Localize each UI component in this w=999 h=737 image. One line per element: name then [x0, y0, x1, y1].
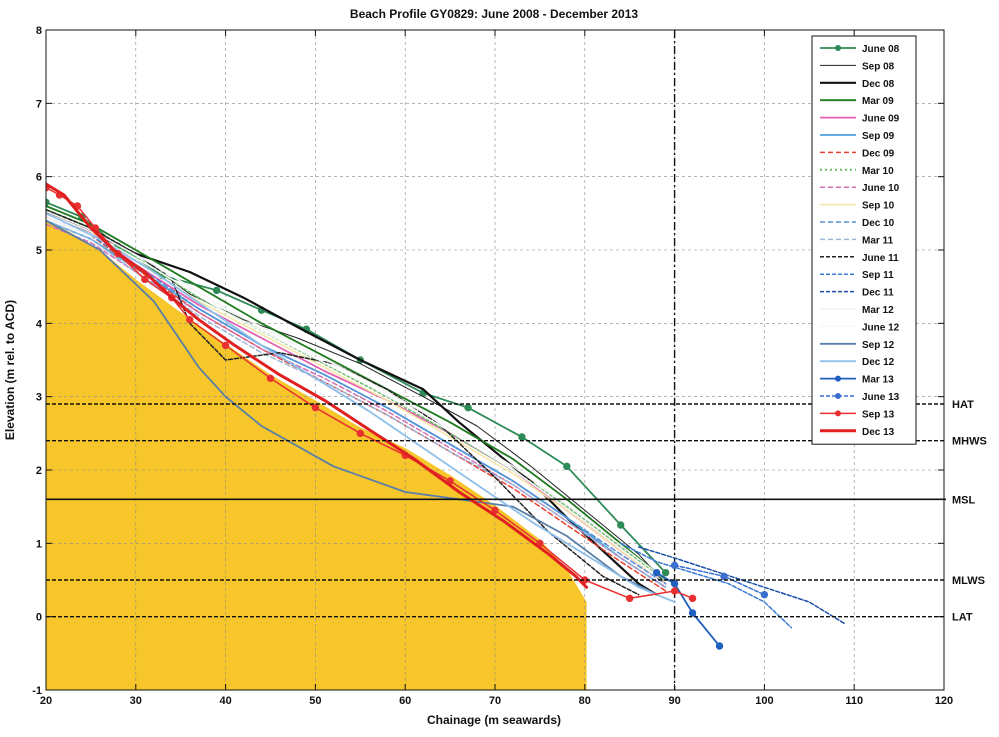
x-tick-label: 20: [40, 695, 52, 707]
legend-label: Dec 11: [862, 288, 894, 299]
series-point: [266, 374, 275, 383]
x-tick-label: 80: [579, 695, 591, 707]
series-line: [46, 216, 667, 592]
series-point: [670, 579, 679, 588]
y-tick-label: 8: [36, 25, 42, 37]
series-point: [518, 433, 526, 441]
series-point: [141, 275, 149, 284]
chart-title: Beach Profile GY0829: June 2008 - Decemb…: [350, 7, 638, 21]
legend-marker: [835, 375, 841, 382]
series-point: [563, 462, 571, 471]
series-line: [619, 542, 793, 629]
y-tick-label: 3: [36, 392, 42, 404]
y-tick-label: 1: [36, 538, 42, 550]
reference-line-label: MHWS: [952, 436, 987, 448]
series-point: [652, 568, 661, 577]
reference-line-label: MLWS: [952, 575, 985, 587]
x-tick-label: 110: [845, 695, 863, 707]
series-line: [655, 571, 721, 647]
legend-label: Mar 11: [862, 235, 894, 246]
series-point: [221, 341, 230, 350]
series-line: [46, 182, 589, 589]
reference-line-label: HAT: [952, 399, 974, 411]
x-tick-label: 70: [489, 695, 501, 707]
legend-label: Mar 12: [862, 305, 894, 316]
legend-label: June 09: [862, 114, 900, 125]
series-point: [720, 572, 728, 581]
series-point: [464, 403, 472, 412]
legend-label: June 10: [862, 183, 900, 194]
legend-label: Mar 09: [862, 96, 894, 107]
series-point: [491, 506, 499, 515]
legend-label: Dec 13: [862, 427, 895, 438]
legend-label: Mar 10: [862, 166, 894, 177]
series-line: [46, 216, 658, 578]
legend-label: Mar 13: [862, 375, 894, 386]
y-tick-label: 7: [36, 98, 42, 110]
series-point: [688, 609, 697, 617]
legend-label: June 12: [862, 322, 900, 333]
reference-line-label: MSL: [952, 494, 976, 506]
legend-label: Dec 10: [862, 218, 895, 229]
legend-label: Sep 10: [862, 201, 895, 212]
reference-line-label: LAT: [952, 612, 973, 624]
series-line: [46, 223, 667, 589]
legend-label: Sep 12: [862, 340, 895, 351]
series-point: [617, 521, 625, 529]
series-line: [637, 546, 846, 625]
legend-label: Dec 08: [862, 79, 895, 90]
series-point: [185, 315, 194, 324]
y-tick-label: 0: [36, 612, 42, 624]
series-point: [356, 429, 364, 438]
legend-label: Sep 08: [862, 61, 895, 72]
x-tick-label: 120: [935, 695, 953, 707]
series-line: [46, 212, 658, 574]
legend-marker: [835, 393, 841, 399]
legend-label: June 11: [862, 253, 899, 264]
legend-label: Sep 13: [862, 409, 895, 420]
y-axis-label: Elevation (m rel. to ACD): [3, 300, 17, 440]
series-line: [46, 208, 667, 581]
series-point: [688, 594, 697, 603]
x-tick-label: 90: [668, 695, 680, 707]
x-tick-label: 30: [130, 695, 142, 707]
legend-label: Dec 09: [862, 148, 895, 159]
x-tick-label: 50: [309, 695, 321, 707]
x-tick-label: 100: [755, 695, 773, 707]
legend-marker: [835, 45, 841, 51]
series-point: [760, 590, 769, 599]
y-tick-label: -1: [32, 685, 42, 697]
x-axis-label: Chainage (m seawards): [427, 713, 561, 727]
series-point: [311, 403, 320, 412]
legend: June 08 Sep 08 Dec 08 Mar 09 June 09 Sep 09 De…: [811, 35, 917, 445]
series-point: [212, 286, 221, 295]
series-line: [46, 219, 658, 596]
series-layer: [46, 182, 846, 650]
legend-label: June 13: [862, 392, 900, 403]
series-point: [670, 587, 679, 595]
series-line: [46, 212, 676, 603]
y-tick-label: 4: [36, 318, 43, 330]
series-point: [46, 198, 50, 207]
series-point: [715, 642, 724, 650]
series-line: [46, 205, 667, 581]
x-tick-label: 40: [219, 695, 231, 707]
series-point: [626, 594, 634, 603]
legend-label: Sep 11: [862, 270, 894, 281]
x-tick-label: 60: [399, 695, 411, 707]
series-point: [670, 561, 679, 570]
legend-marker: [835, 410, 841, 417]
y-tick-label: 6: [36, 172, 42, 184]
legend-label: Dec 12: [862, 357, 895, 368]
beach-fill-area: [46, 220, 587, 690]
series-point: [661, 568, 670, 577]
legend-label: June 08: [862, 44, 900, 55]
legend-label: Sep 09: [862, 131, 895, 142]
series-line: [46, 186, 694, 600]
y-tick-label: 2: [36, 465, 42, 477]
y-tick-label: 5: [36, 245, 42, 257]
